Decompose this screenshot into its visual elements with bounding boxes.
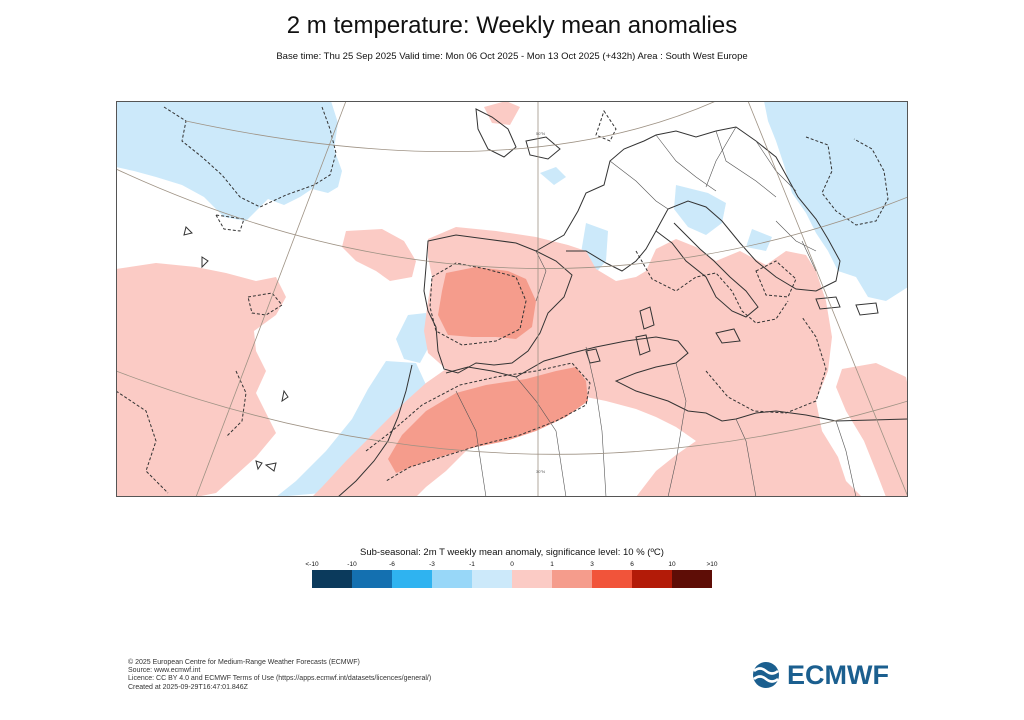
lat-label-50: 50°N	[536, 131, 545, 136]
anomaly-map: 50°N 30°N	[116, 101, 908, 497]
map-svg: 50°N 30°N	[116, 101, 908, 497]
page-subtitle: Base time: Thu 25 Sep 2025 Valid time: M…	[276, 51, 748, 62]
legend-label: 1	[550, 561, 554, 568]
ecmwf-logo: ECMWF	[748, 660, 889, 690]
legend-label: -1	[469, 561, 475, 568]
cold-anomaly-areas	[116, 101, 908, 497]
legend-swatch	[552, 570, 592, 588]
page-title: 2 m temperature: Weekly mean anomalies	[286, 12, 738, 39]
legend-swatch	[472, 570, 512, 588]
lat-label-30: 30°N	[536, 469, 545, 474]
legend-swatch	[432, 570, 472, 588]
legend-swatch	[392, 570, 432, 588]
legend-title: Sub-seasonal: 2m T weekly mean anomaly, …	[360, 547, 664, 558]
legend-label: <-10	[305, 561, 319, 568]
map-frame	[116, 101, 908, 497]
legend-label: -3	[429, 561, 435, 568]
legend-labels: <-10 -10 -6 -3 -1 0 1 3 6 10 >10	[305, 561, 717, 571]
legend-label: -10	[347, 561, 357, 568]
legend-swatch	[352, 570, 392, 588]
coastlines	[183, 108, 908, 497]
footer-created: Created at 2025-09-29T16:47:01.846Z	[128, 683, 248, 691]
legend-label: -6	[389, 561, 395, 568]
footer-copyright: © 2025 European Centre for Medium-Range …	[128, 659, 360, 666]
legend-colorbar	[312, 570, 712, 588]
legend-swatch	[632, 570, 672, 588]
footer-credits: © 2025 European Centre for Medium-Range …	[128, 659, 431, 692]
logo-text: ECMWF	[787, 659, 889, 690]
footer-licence: Licence: CC BY 4.0 and ECMWF Terms of Us…	[128, 675, 432, 683]
legend-swatch	[672, 570, 712, 588]
legend-swatch	[312, 570, 352, 588]
ecmwf-swirl-icon	[753, 662, 779, 688]
legend-label: 6	[630, 561, 634, 568]
footer-source: Source: www.ecmwf.int	[128, 667, 201, 675]
legend-swatch	[512, 570, 552, 588]
legend-label: 0	[510, 561, 514, 568]
legend-label: 3	[590, 561, 594, 568]
legend-label: >10	[706, 561, 718, 568]
country-borders	[455, 126, 857, 497]
legend-label: 10	[668, 561, 676, 568]
graticule	[116, 101, 908, 497]
legend-swatch	[592, 570, 632, 588]
